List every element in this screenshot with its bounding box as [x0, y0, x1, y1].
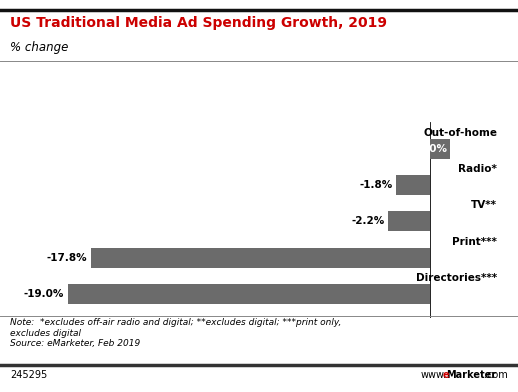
Text: % change: % change	[10, 41, 69, 54]
Text: www.: www.	[421, 370, 447, 381]
Text: US Traditional Media Ad Spending Growth, 2019: US Traditional Media Ad Spending Growth,…	[10, 16, 387, 30]
Text: Directories***: Directories***	[416, 273, 497, 283]
Bar	[91, 248, 430, 268]
Text: -19.0%: -19.0%	[23, 289, 64, 299]
Text: -2.2%: -2.2%	[351, 216, 385, 226]
Text: TV**: TV**	[471, 200, 497, 210]
Text: -17.8%: -17.8%	[46, 252, 87, 263]
Text: 245295: 245295	[10, 370, 48, 381]
Text: .com: .com	[484, 370, 508, 381]
Text: 1.0%: 1.0%	[419, 144, 448, 154]
Bar	[430, 139, 450, 159]
Text: Marketer: Marketer	[446, 370, 496, 381]
Bar	[388, 211, 430, 231]
Text: Print***: Print***	[452, 236, 497, 247]
Text: Radio*: Radio*	[458, 164, 497, 174]
Text: -1.8%: -1.8%	[359, 180, 392, 190]
Text: Out-of-home: Out-of-home	[423, 128, 497, 138]
Bar	[68, 284, 430, 304]
Text: e: e	[442, 370, 449, 381]
Bar	[396, 175, 430, 195]
Text: Note:  *excludes off-air radio and digital; **excludes digital; ***print only,
e: Note: *excludes off-air radio and digita…	[10, 318, 342, 348]
